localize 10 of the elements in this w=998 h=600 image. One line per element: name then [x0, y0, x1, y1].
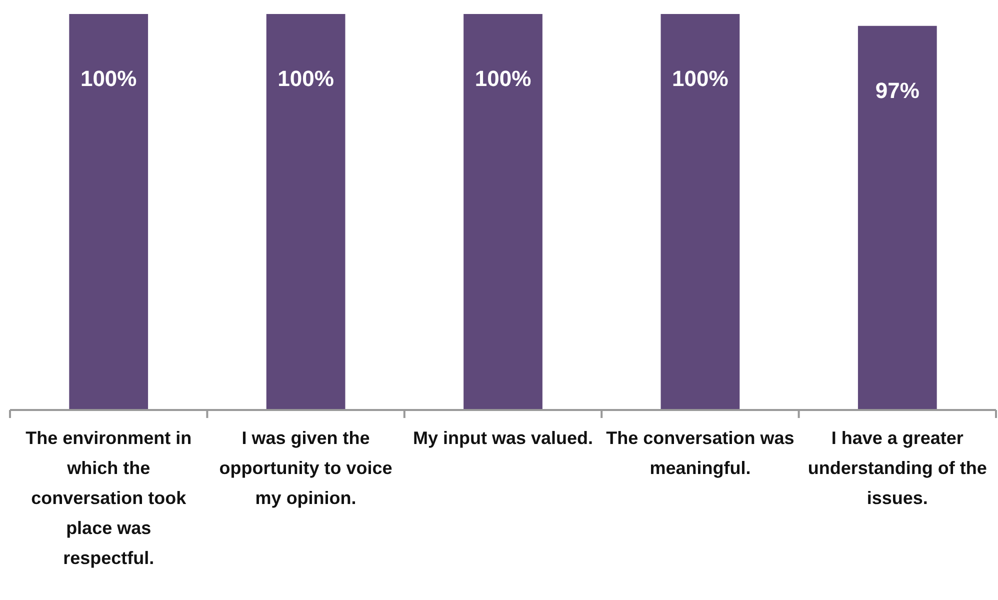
x-tick-label: I was given the opportunity to voice my opinion.	[219, 428, 392, 508]
x-tick-label: My input was valued.	[412, 428, 594, 448]
data-label: 100%	[278, 66, 334, 91]
data-label: 97%	[875, 78, 920, 103]
data-label: 100%	[80, 66, 137, 91]
x-tick-label: I have a greater understanding of the issues.	[808, 428, 987, 508]
x-tick-label: The conversation was meaningful.	[606, 428, 794, 478]
data-label: 100%	[672, 66, 728, 91]
x-tick-label: The environment in which the conversation took place was respectful.	[26, 428, 192, 568]
data-label: 100%	[474, 66, 532, 91]
